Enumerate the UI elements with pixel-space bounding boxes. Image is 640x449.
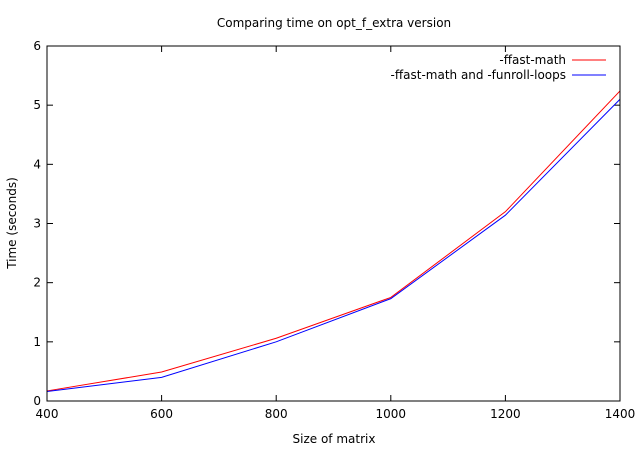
legend-label: -ffast-math — [499, 53, 566, 67]
y-tick-label: 3 — [33, 217, 41, 231]
x-tick-label: 1200 — [490, 407, 521, 421]
y-tick-label: 6 — [33, 39, 41, 53]
x-tick-label: 800 — [265, 407, 288, 421]
series-line-1 — [46, 90, 621, 392]
x-tick-label: 600 — [150, 407, 173, 421]
series-line-2 — [46, 98, 621, 393]
plot-frame — [46, 45, 621, 402]
y-axis-label: Time (seconds) — [5, 177, 19, 270]
legend-label: -ffast-math and -funroll-loops — [391, 68, 566, 82]
x-tick-label: 1400 — [605, 407, 636, 421]
legend: -ffast-math-ffast-math and -funroll-loop… — [391, 53, 606, 82]
x-axis-label: Size of matrix — [293, 432, 376, 446]
y-tick-label: 0 — [33, 394, 41, 408]
x-tick-label: 1000 — [376, 407, 407, 421]
y-tick-label: 2 — [33, 276, 41, 290]
chart-title: Comparing time on opt_f_extra version — [217, 16, 451, 30]
y-tick-label: 4 — [33, 157, 41, 171]
x-tick-label: 400 — [36, 407, 59, 421]
y-tick-label: 1 — [33, 335, 41, 349]
y-tick-label: 5 — [33, 98, 41, 112]
